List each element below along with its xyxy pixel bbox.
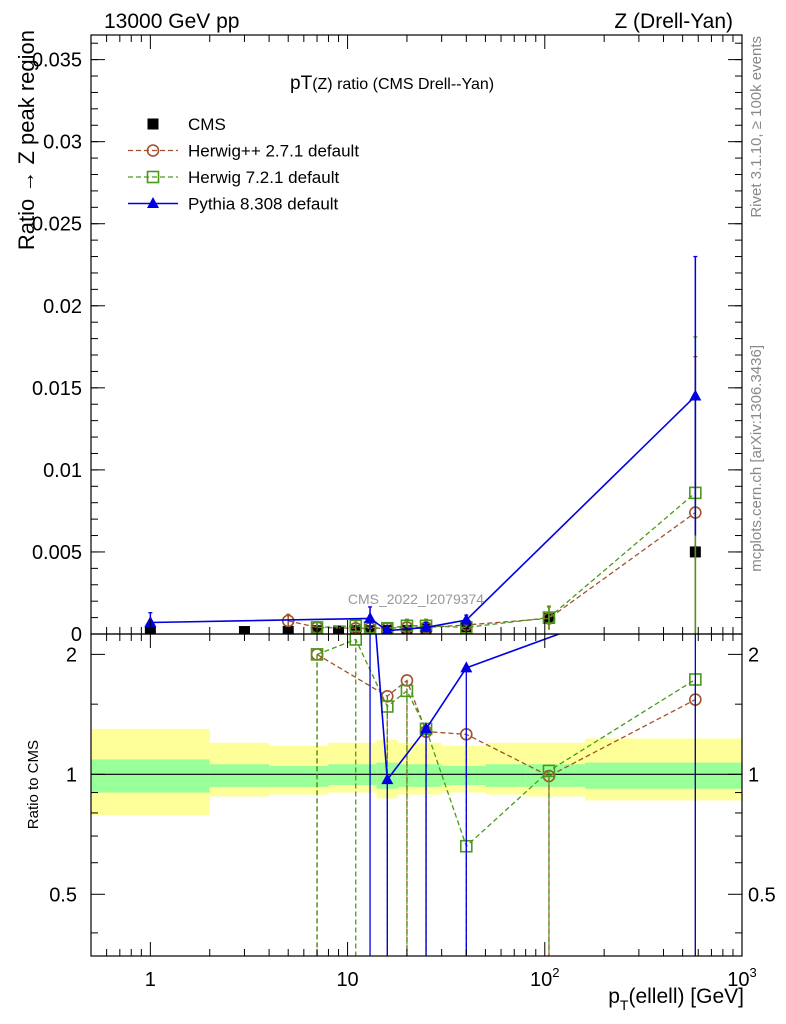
ratio-frame (90, 633, 743, 957)
legend-label: CMS (188, 115, 226, 134)
ratio-series-2 (364, 551, 696, 956)
y-tick-label: 0.03 (43, 132, 82, 154)
data-point (381, 624, 393, 634)
ratio-y-tick-label: 2 (66, 644, 77, 666)
axes-frame: 1 10 102 103 0 0.005 0.01 0.015 0.02 0.025 0.03 0.0… (32, 34, 776, 991)
ratio-y-tick-label-right: 2 (748, 644, 759, 666)
plot-title: pT(Z) ratio (CMS Drell--Yan) (290, 73, 494, 94)
data-point (364, 611, 377, 623)
main-series-1 (281, 356, 702, 634)
y-tick-label: 0.02 (43, 296, 82, 318)
data-point (281, 614, 295, 628)
ratio-point (364, 551, 376, 562)
ratio-point (460, 661, 473, 673)
ratio-point (400, 684, 414, 698)
legend-entry-3: Pythia 8.308 default (128, 195, 339, 214)
inner-band-segment (585, 762, 742, 789)
ratio-point (349, 634, 363, 646)
legend-marker (146, 144, 160, 157)
ratio-y-tick-label-right: 0.5 (748, 884, 776, 906)
legend-marker (147, 197, 159, 208)
mcplots-credit-text: mcplots.cern.ch [arXiv:1306.3436] (748, 345, 765, 572)
ratio-plot-area (91, 551, 742, 956)
inner-band-segment (209, 764, 270, 787)
xlabel-sub: T (620, 997, 629, 1013)
inner-band-segment (441, 765, 486, 786)
analysis-watermark: CMS_2022_I2079374 (348, 591, 484, 607)
header-left-text: 13000 GeV pp (104, 10, 239, 33)
ratio-y-tick-label: 1 (66, 764, 77, 786)
ratio-point (420, 722, 433, 734)
inner-band-segment (91, 759, 210, 793)
ratio-y-tick-label: 0.5 (49, 884, 77, 906)
ratio-point (542, 764, 556, 778)
main-series-3 (144, 255, 702, 634)
plot-title-sub: (Z) ratio (CMS Drell--Yan) (312, 76, 494, 93)
legend-label: Herwig++ 2.7.1 default (188, 142, 359, 161)
plot-title-main: pT (290, 73, 313, 94)
data-point (542, 611, 556, 624)
main-plot-area (144, 255, 702, 634)
ratio-xlabel: pT(ellell) [GeV] (608, 985, 744, 1013)
xlabel-rest: (ellell) [GeV] (628, 985, 744, 1008)
x-tick-label: 1 (145, 969, 156, 991)
legend: CMS Herwig++ 2.7.1 default Herwig 7.2.1 de… (128, 115, 359, 214)
legend-entry-1: Herwig++ 2.7.1 default (128, 142, 359, 161)
legend-marker (147, 118, 159, 130)
legend-label: Pythia 8.308 default (188, 195, 339, 214)
header-right-text: Z (Drell-Yan) (614, 10, 733, 33)
ratio-y-tick-label-right: 1 (748, 764, 759, 786)
legend-label: Herwig 7.2.1 default (188, 168, 339, 187)
legend-marker (146, 170, 160, 184)
main-ylabel: Ratio → Z peak region (14, 30, 39, 250)
x-tick-label: 103 (727, 965, 756, 991)
legend-entry-2: Herwig 7.2.1 default (128, 168, 339, 187)
data-point (349, 619, 363, 633)
x-tick-label: 10 (336, 969, 358, 991)
ratio-point (310, 648, 324, 661)
rivet-version-text: Rivet 3.1.10, ≥ 100k events (748, 36, 765, 218)
ratio-uncertainty-bands (91, 728, 742, 816)
series-line (317, 492, 696, 629)
y-tick-label: 0.035 (32, 50, 82, 72)
y-tick-label: 0 (71, 624, 82, 646)
inner-band-segment (525, 764, 586, 787)
inner-band-segment (485, 764, 526, 787)
legend-entry-0: CMS (147, 115, 226, 134)
data-point (689, 389, 702, 401)
ratio-line (316, 638, 696, 848)
y-tick-label: 0.01 (43, 460, 82, 482)
y-tick-label: 0.005 (32, 542, 82, 564)
xlabel-main: p (608, 985, 620, 1008)
data-point (420, 620, 433, 632)
x-tick-label: 102 (530, 965, 559, 991)
inner-band-segment (415, 764, 442, 787)
y-tick-label: 0.015 (32, 378, 82, 400)
inner-band-segment (269, 765, 329, 787)
y-tick-label: 0.025 (32, 214, 82, 236)
data-point (460, 613, 473, 625)
ratio-point (381, 773, 394, 785)
ratio-ylabel: Ratio to CMS (25, 740, 42, 829)
series-line (288, 512, 696, 629)
